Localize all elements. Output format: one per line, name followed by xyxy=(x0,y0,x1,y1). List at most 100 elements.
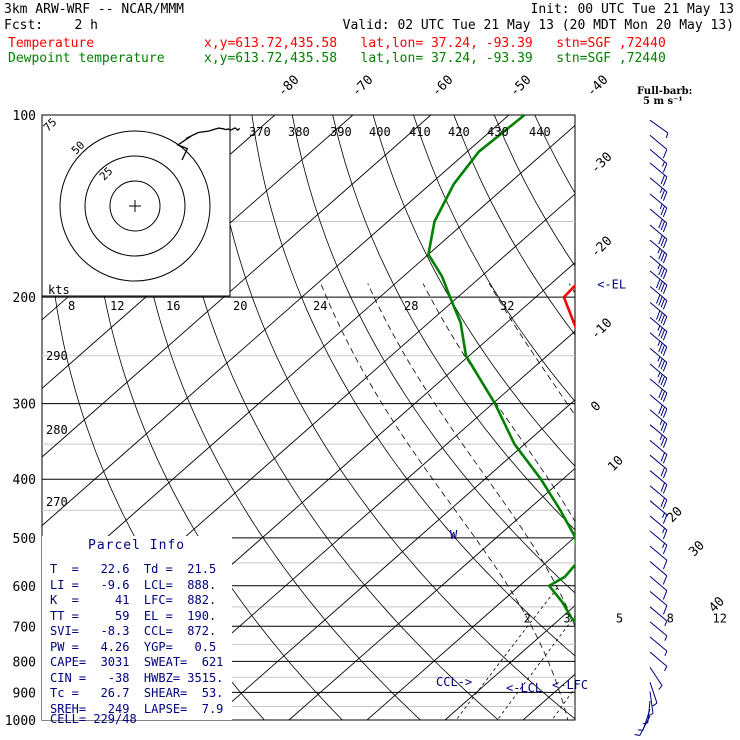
wind-barb-staff xyxy=(649,119,669,134)
dry-adiabat xyxy=(372,115,575,467)
wind-barb-staff xyxy=(649,270,668,286)
isotherm-label: -60 xyxy=(429,73,456,100)
wind-barb xyxy=(649,515,668,540)
wind-barb-flag xyxy=(648,713,654,717)
wind-barb xyxy=(649,378,668,403)
wind-barb-staff xyxy=(649,530,668,546)
wind-barb-flag xyxy=(660,421,666,431)
valid-time: Valid: 02 UTC Tue 21 May 13 (20 MDT Mon … xyxy=(342,18,734,33)
wind-barb-flag xyxy=(660,406,666,416)
wind-barb xyxy=(649,424,668,448)
temperature-location: x,y=613.72,435.58 lat,lon= 37.24, -93.39… xyxy=(204,36,666,51)
wind-barbs xyxy=(634,119,669,736)
wind-barb-staff xyxy=(649,162,668,178)
wind-barb-flag xyxy=(658,312,663,322)
pressure-tick-label: 1000 xyxy=(5,714,36,729)
wind-barb-flag xyxy=(662,300,668,310)
mixing-ratio-line xyxy=(551,687,575,720)
wind-barb-staff xyxy=(649,149,668,164)
wind-barb-flag xyxy=(662,423,668,433)
pressure-tick-label: 400 xyxy=(13,473,36,488)
moist-adiabat-lines xyxy=(320,283,575,720)
wind-barb-staff xyxy=(649,576,668,591)
theta-label: 440 xyxy=(529,125,551,139)
pressure-tick-label: 200 xyxy=(13,291,36,306)
wind-barb-flag xyxy=(658,250,663,260)
wind-barb-staff xyxy=(649,134,668,150)
mixing-ratio-line xyxy=(496,615,575,720)
wind-barb xyxy=(649,162,668,187)
wind-barb xyxy=(649,470,668,494)
wind-barb-staff xyxy=(649,224,668,240)
wind-barb-staff xyxy=(639,715,651,736)
wind-barb-flag xyxy=(662,499,668,509)
dry-adiabat xyxy=(251,115,575,657)
wind-barb xyxy=(649,363,668,388)
dewpoint-location: x,y=613.72,435.58 lat,lon= 37.24, -93.39… xyxy=(204,51,666,66)
parcel-row: CAPE= 3031 SWEAT= 621 xyxy=(50,655,224,669)
pressure-tick-label: 500 xyxy=(13,532,36,547)
wind-barb xyxy=(649,208,668,233)
wind-barb-flag xyxy=(657,248,661,254)
parcel-row: SVI= -8.3 CCL= 872. xyxy=(50,624,217,638)
wind-barb-flag xyxy=(657,325,661,331)
wind-barb-flag xyxy=(662,254,668,264)
wind-barb-flag xyxy=(662,316,668,326)
wind-barb-flag xyxy=(662,222,668,233)
wind-barb-flag xyxy=(660,189,666,200)
wind-barb-flag xyxy=(662,527,666,534)
wind-barb-flag xyxy=(664,666,668,672)
wind-barb-flag xyxy=(652,702,658,707)
dry-adiabat xyxy=(719,87,740,733)
wind-barb-flag xyxy=(660,282,666,293)
wind-barb xyxy=(649,347,668,372)
hodograph-ring xyxy=(109,180,161,232)
wind-barb-flag xyxy=(660,174,666,185)
isotherm xyxy=(366,536,575,720)
mixing-ratio-line xyxy=(596,586,700,733)
mixing-ratio-lines xyxy=(455,585,700,733)
wind-barb-staff xyxy=(649,666,663,686)
isotherm-label: -20 xyxy=(588,234,615,261)
wind-barb-flag xyxy=(660,360,666,370)
dry-adiabat xyxy=(453,115,575,336)
isotherm xyxy=(42,115,354,390)
isotherm xyxy=(210,399,575,720)
parcel-info: Parcel Info T = 22.6 Td = 21.5 LI = -9.6… xyxy=(44,538,232,726)
wind-barb-flag xyxy=(660,267,666,278)
wind-barb-flag xyxy=(662,454,668,464)
isotherm-label: -80 xyxy=(275,73,302,100)
temperature-legend-label: Temperature xyxy=(8,36,95,51)
speed-label: 12 xyxy=(110,299,124,313)
wind-barb-flag xyxy=(662,408,668,418)
wind-barb-staff xyxy=(649,193,668,209)
wind-barb-flag xyxy=(662,362,668,372)
wind-barb-flag xyxy=(659,187,663,194)
wind-barb-staff xyxy=(649,470,668,486)
dry-adiabat xyxy=(602,87,740,733)
wind-barb-staff xyxy=(649,347,668,363)
mixing-ratio-label: 2 xyxy=(524,611,531,625)
isotherm xyxy=(522,673,575,720)
theta-label: 270 xyxy=(46,495,68,509)
isotherm-label: 0 xyxy=(588,399,604,415)
wind-barb-staff xyxy=(649,454,668,470)
wind-barb-flag xyxy=(662,163,668,173)
wind-barb-flag xyxy=(662,529,668,540)
wind-barb-flag xyxy=(657,340,661,347)
wind-barb xyxy=(649,500,668,524)
speed-label: 32 xyxy=(500,299,514,313)
parcel-row: T = 22.6 Td = 21.5 xyxy=(50,562,217,576)
wind-barb-staff xyxy=(649,691,654,714)
wind-barb-flag xyxy=(662,512,666,518)
wind-barb-staff xyxy=(649,394,668,410)
wind-barb-flag xyxy=(655,310,661,320)
parcel-row: K = 41 LFC= 882. xyxy=(50,593,217,607)
speed-label: kts xyxy=(48,283,70,297)
dry-adiabat xyxy=(413,115,575,403)
dewpoint-profile xyxy=(427,115,575,623)
wind-barb-flag xyxy=(656,279,661,289)
wind-barb-flag xyxy=(658,296,663,306)
wind-barb xyxy=(649,149,668,173)
wind-barb xyxy=(649,576,668,600)
